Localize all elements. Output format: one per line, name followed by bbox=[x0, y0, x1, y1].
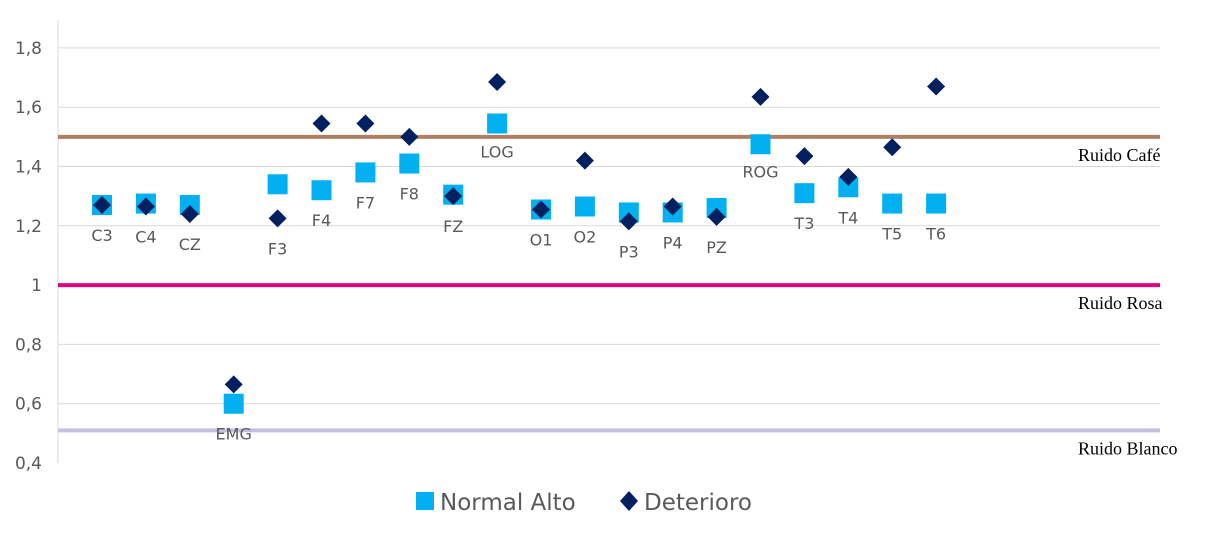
data-point-deterioro bbox=[707, 207, 726, 226]
data-point-normal-alto bbox=[487, 113, 508, 134]
reference-line-label: Ruido Rosa bbox=[1078, 293, 1163, 313]
data-point-deterioro bbox=[663, 197, 682, 216]
data-point-deterioro bbox=[839, 167, 858, 186]
data-point-deterioro bbox=[400, 127, 419, 146]
category-label: CZ bbox=[179, 235, 201, 254]
category-label: O2 bbox=[574, 228, 597, 247]
data-point-deterioro bbox=[751, 87, 770, 106]
data-point-deterioro bbox=[312, 114, 331, 133]
category-label: FZ bbox=[443, 217, 463, 236]
category-label: T5 bbox=[881, 225, 902, 244]
category-labels: C3 C4 CZ EMG F3 F4 F7 F8 FZ LOG O1 O2 P3 P4 PZ ROG T3 T4 T… bbox=[91, 143, 946, 444]
category-label: F3 bbox=[268, 239, 287, 258]
legend-marker-normal-alto bbox=[416, 492, 434, 510]
data-point-normal-alto bbox=[750, 134, 771, 155]
data-point-normal-alto bbox=[223, 393, 244, 414]
legend-marker-deterioro bbox=[620, 491, 638, 511]
data-point-deterioro bbox=[575, 151, 594, 170]
data-series bbox=[92, 72, 947, 414]
y-tick-label: 1,8 bbox=[15, 39, 42, 59]
category-label: F7 bbox=[356, 193, 375, 212]
category-label: O1 bbox=[530, 230, 553, 249]
data-point-deterioro bbox=[268, 209, 287, 228]
y-axis-ticks: 0,4 0,6 0,8 1 1,2 1,4 1,6 1,8 bbox=[15, 39, 42, 474]
data-point-deterioro bbox=[488, 72, 507, 91]
category-label: T6 bbox=[925, 225, 946, 244]
data-point-normal-alto bbox=[926, 193, 947, 214]
data-point-deterioro bbox=[532, 200, 550, 219]
category-label: F4 bbox=[312, 211, 331, 230]
y-tick-label: 1,2 bbox=[15, 217, 42, 237]
reference-line-label: Ruido Café bbox=[1078, 145, 1161, 165]
category-label: T3 bbox=[793, 214, 814, 233]
category-label: F8 bbox=[400, 185, 419, 204]
data-point-deterioro bbox=[444, 187, 463, 206]
category-label: C4 bbox=[135, 228, 156, 247]
y-tick-label: 1,6 bbox=[15, 98, 42, 118]
category-label: ROG bbox=[742, 162, 778, 181]
category-label: LOG bbox=[480, 143, 513, 162]
category-label: P4 bbox=[663, 233, 683, 252]
gridlines bbox=[58, 47, 1160, 405]
legend: Normal Alto Deterioro bbox=[416, 490, 752, 516]
data-point-normal-alto bbox=[267, 174, 288, 195]
data-point-deterioro bbox=[883, 138, 902, 157]
data-point-normal-alto bbox=[794, 183, 815, 204]
y-tick-label: 0,4 bbox=[15, 454, 42, 474]
y-tick-label: 1 bbox=[31, 276, 42, 296]
data-point-normal-alto bbox=[399, 153, 420, 174]
data-point-deterioro bbox=[93, 196, 111, 215]
data-point-normal-alto bbox=[838, 177, 859, 198]
data-point-deterioro bbox=[927, 77, 946, 96]
data-point-deterioro bbox=[795, 147, 814, 166]
data-point-normal-alto bbox=[574, 196, 595, 217]
data-point-normal-alto bbox=[355, 162, 376, 183]
y-tick-label: 1,4 bbox=[15, 158, 42, 178]
y-tick-label: 0,6 bbox=[15, 395, 42, 415]
category-label: PZ bbox=[706, 238, 727, 257]
category-label: P3 bbox=[619, 242, 639, 261]
reference-line-label: Ruido Blanco bbox=[1078, 438, 1178, 458]
data-point-normal-alto bbox=[882, 193, 903, 214]
data-point-deterioro bbox=[180, 204, 199, 223]
reference-lines: Ruido Café Ruido Rosa Ruido Blanco bbox=[58, 134, 1178, 458]
data-point-deterioro bbox=[136, 197, 155, 216]
data-point-normal-alto bbox=[311, 180, 332, 201]
data-point-deterioro bbox=[224, 375, 243, 394]
category-label: C3 bbox=[91, 226, 112, 245]
y-tick-label: 0,8 bbox=[15, 335, 42, 355]
data-point-deterioro bbox=[619, 212, 638, 231]
legend-label-deterioro: Deterioro bbox=[644, 490, 752, 516]
legend-label-normal-alto: Normal Alto bbox=[440, 490, 576, 516]
category-label: EMG bbox=[216, 425, 252, 444]
category-label: T4 bbox=[837, 208, 858, 227]
data-point-deterioro bbox=[356, 114, 375, 133]
